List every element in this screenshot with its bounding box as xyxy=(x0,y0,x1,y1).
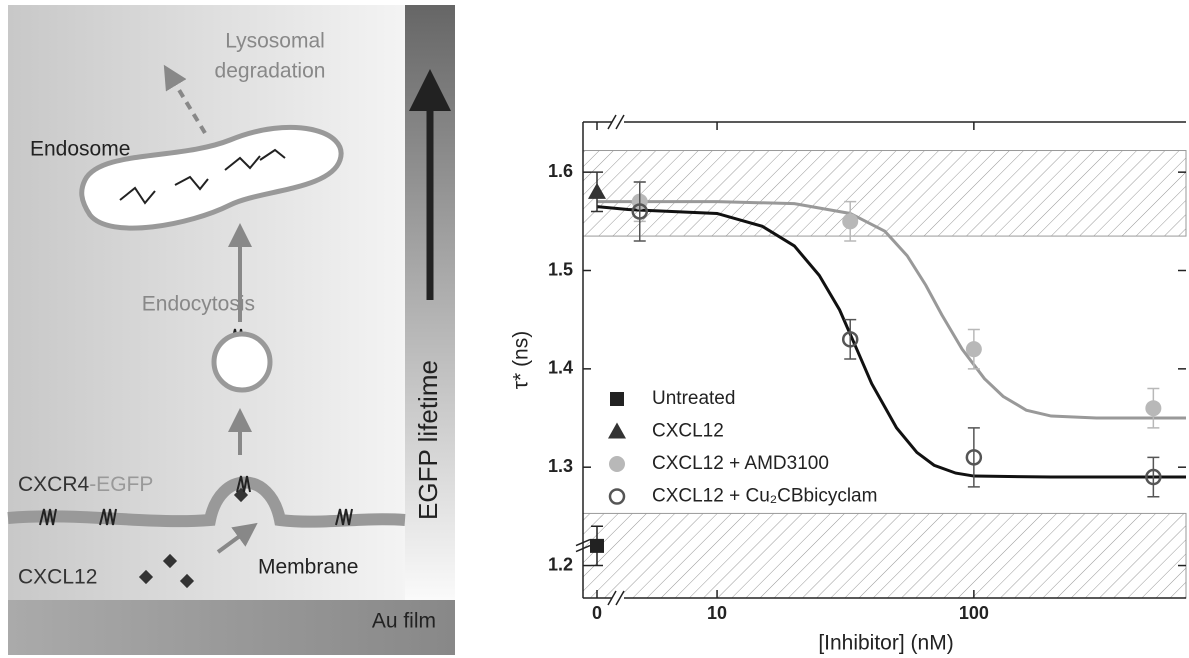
y-axis-label: τ* (ns) xyxy=(510,331,533,389)
degradation-label: degradation xyxy=(215,60,326,83)
legend-label: CXCL12 + Cu₂CBbicyclam xyxy=(652,486,877,507)
vesicle xyxy=(211,331,273,393)
error-bar xyxy=(844,318,857,360)
legend-marker xyxy=(610,392,624,406)
error-bar xyxy=(967,427,980,488)
data-point xyxy=(965,449,983,466)
legend-label: CXCL12 xyxy=(652,421,724,442)
hatched-band xyxy=(582,150,1187,237)
lysosomal-label: Lysosomal xyxy=(225,30,325,53)
lifetime-label: EGFP lifetime xyxy=(413,360,443,520)
axis-break xyxy=(575,538,591,553)
receptor-tag: -EGFP xyxy=(89,473,153,496)
degradation-arrow xyxy=(163,64,207,135)
cell-background xyxy=(8,5,408,600)
membrane-label: Membrane xyxy=(258,556,358,579)
data-point xyxy=(965,341,982,358)
chart: [Inhibitor] (nM) τ* (ns) 1.2 1.3 1.4 1.5 1.6… xyxy=(510,114,1187,655)
axis-break-gap xyxy=(612,118,624,126)
receptor-label: CXCR4-EGFP xyxy=(18,473,153,496)
legend-marker xyxy=(608,422,626,439)
film-label: Au film xyxy=(372,610,436,633)
legend-label: Untreated xyxy=(652,388,735,409)
endosome xyxy=(79,124,344,231)
hatched-band xyxy=(582,512,1187,599)
ligand-label: CXCL12 xyxy=(18,566,97,589)
binding-arrow xyxy=(216,522,258,554)
endosome-label: Endosome xyxy=(30,138,130,161)
x-tick-label: 0 xyxy=(592,603,602,623)
axis-break-gap xyxy=(612,594,624,602)
x-tick-label: 10 xyxy=(707,603,727,623)
fit-curve xyxy=(597,200,1186,420)
receptor-name: CXCR4 xyxy=(18,473,90,496)
data-point xyxy=(842,213,859,230)
data-point xyxy=(590,538,604,553)
x-axis-label: [Inhibitor] (nM) xyxy=(818,632,953,655)
endocytosis-label: Endocytosis xyxy=(142,293,255,316)
y-tick-label: 1.5 xyxy=(548,259,573,279)
data-point xyxy=(588,182,606,199)
data-point xyxy=(841,331,859,348)
error-bar xyxy=(633,181,646,242)
data-point xyxy=(631,203,649,220)
data-point xyxy=(1145,400,1162,417)
data-point xyxy=(1145,468,1162,486)
y-tick-label: 1.4 xyxy=(548,358,573,378)
legend-marker xyxy=(609,456,625,472)
legend-marker xyxy=(608,488,626,505)
y-tick-label: 1.2 xyxy=(548,554,573,574)
au-film xyxy=(8,600,455,655)
axis-break xyxy=(607,114,625,130)
y-tick-label: 1.6 xyxy=(548,161,573,181)
legend-label: CXCL12 + AMD3100 xyxy=(652,453,829,474)
fit-curve xyxy=(596,205,1186,479)
error-bar xyxy=(1147,456,1160,498)
endosome-cargo xyxy=(119,148,286,205)
axis-break xyxy=(607,590,625,606)
y-tick-label: 1.3 xyxy=(548,456,573,476)
x-tick-label: 100 xyxy=(959,603,989,623)
diagram: EGFP lifetime Au film Membrane CXCR4-EGF… xyxy=(7,5,455,655)
